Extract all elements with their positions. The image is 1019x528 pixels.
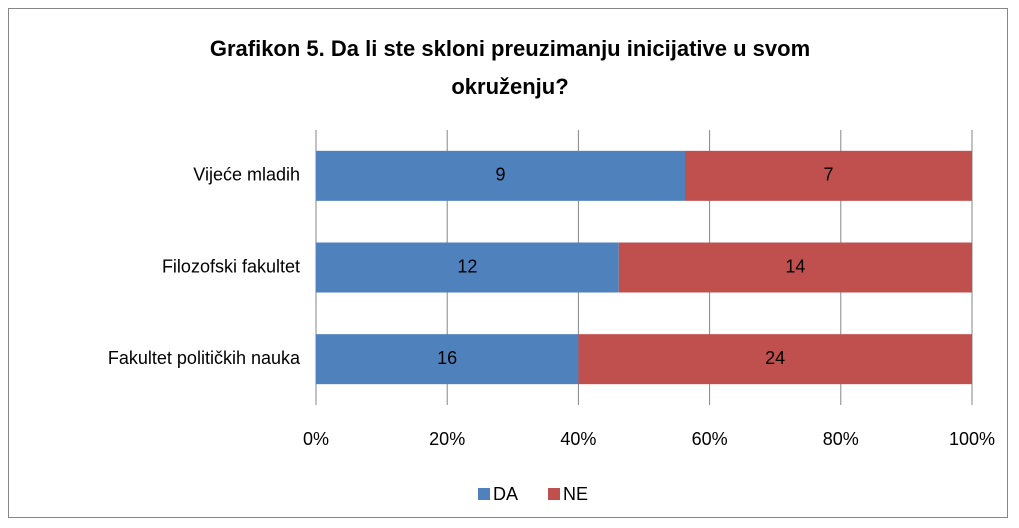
y-tick-label: Filozofski fakultet <box>162 256 300 276</box>
bar-segment <box>316 150 685 201</box>
y-tick-label: Fakultet političkih nauka <box>108 348 301 368</box>
legend-swatch <box>478 488 490 500</box>
data-label: 24 <box>765 348 785 368</box>
x-tick-label: 100% <box>949 429 995 449</box>
bar-segment <box>618 242 972 293</box>
bar-segment <box>316 242 619 293</box>
bar-segment <box>578 334 972 385</box>
data-label: 12 <box>457 256 477 276</box>
data-label: 9 <box>495 165 505 185</box>
data-label: 14 <box>785 256 805 276</box>
x-tick-label: 40% <box>560 429 596 449</box>
x-tick-label: 0% <box>303 429 329 449</box>
legend-label: NE <box>563 484 588 504</box>
data-label: 7 <box>823 165 833 185</box>
legend-swatch <box>548 488 561 500</box>
chart-frame <box>8 8 1008 518</box>
legend-label: DA <box>493 484 518 504</box>
x-tick-label: 80% <box>823 429 859 449</box>
chart-title: Grafikon 5. Da li ste skloni preuzimanju… <box>209 36 811 99</box>
bar-segment <box>316 334 579 385</box>
x-tick-label: 60% <box>692 429 728 449</box>
bar-segment <box>685 150 972 201</box>
x-tick-label: 20% <box>429 429 465 449</box>
data-label: 16 <box>437 348 457 368</box>
y-tick-label: Vijeće mladih <box>193 165 300 185</box>
